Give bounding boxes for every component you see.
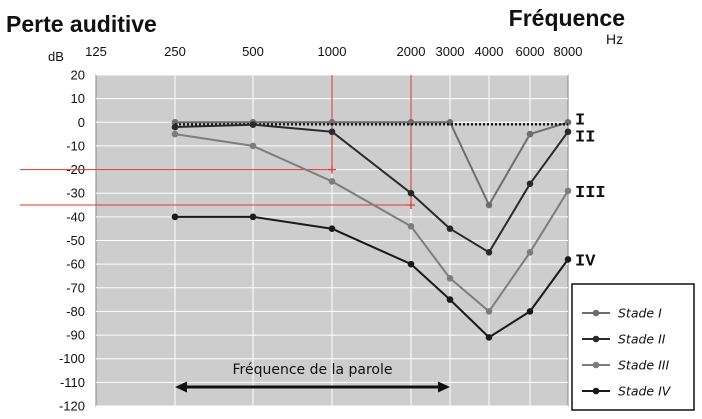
y-tick-label: 20 <box>71 68 85 83</box>
y-tick-label: 10 <box>71 91 85 106</box>
data-point <box>485 308 493 315</box>
y-tick-label: -120 <box>59 399 85 414</box>
x-axis-title: Fréquence <box>509 5 625 31</box>
y-tick-label: -50 <box>66 233 85 248</box>
y-tick-label: -100 <box>59 351 85 366</box>
legend-label: Stade IV <box>618 384 672 399</box>
data-point <box>526 249 534 256</box>
legend-label: Stade III <box>618 358 669 373</box>
arrow-head-right <box>438 381 450 393</box>
series-line <box>175 215 569 339</box>
data-point <box>171 123 179 131</box>
y-tick-label: -60 <box>66 257 85 272</box>
legend-marker <box>592 361 600 369</box>
x-axis-unit: Hz <box>606 31 623 47</box>
stage-roman-label: II <box>575 129 595 148</box>
data-point <box>564 128 572 136</box>
data-point <box>446 225 454 232</box>
data-point <box>249 142 257 150</box>
legend-marker <box>592 335 600 343</box>
data-point <box>249 121 257 128</box>
data-point <box>171 130 179 138</box>
data-point <box>446 296 454 303</box>
legend: Stade I Stade II Stade III Stade IV <box>571 283 695 411</box>
speech-frequency-annotation: Fréquence de la parole <box>175 362 450 393</box>
data-point <box>526 308 534 315</box>
series-line <box>175 121 569 206</box>
data-point <box>485 249 493 256</box>
data-point <box>526 130 534 138</box>
x-tick-label: 8000 <box>554 44 583 59</box>
data-point <box>564 187 572 195</box>
x-tick-label: 125 <box>85 44 107 59</box>
x-tick-label: 3000 <box>436 44 465 59</box>
data-point <box>328 178 336 185</box>
data-point <box>328 225 336 232</box>
x-tick-label: 250 <box>164 44 186 59</box>
data-point <box>485 334 493 341</box>
chart-title: Perte auditive <box>6 11 157 37</box>
legend-marker <box>592 387 600 395</box>
annotation-text: Fréquence de la parole <box>233 362 393 378</box>
stage-roman-label: III <box>575 184 606 203</box>
x-tick-label: 6000 <box>516 44 545 59</box>
y-tick-label: -10 <box>66 138 85 153</box>
x-tick-label: 500 <box>242 44 264 59</box>
y-tick-label: 0 <box>78 115 85 130</box>
stage-roman-label: I <box>575 111 585 130</box>
series-line <box>174 123 569 254</box>
x-tick-label: 1000 <box>318 44 347 59</box>
series-line <box>174 133 569 313</box>
stage-roman-label: IV <box>575 252 596 271</box>
y-tick-label: -80 <box>66 304 85 319</box>
legend-label: Stade II <box>618 332 666 347</box>
legend-marker <box>592 309 600 317</box>
legend-label: Stade I <box>618 306 662 321</box>
arrow-head-left <box>175 381 187 393</box>
data-point <box>328 118 336 126</box>
x-tick-label: 2000 <box>397 44 426 59</box>
data-point <box>526 180 534 188</box>
x-tick-labels: 125 250 500 1000 2000 3000 4000 6000 8000 <box>85 44 582 59</box>
y-tick-label: -30 <box>66 186 85 201</box>
data-point <box>249 213 257 221</box>
data-point <box>485 201 493 209</box>
y-tick-label: -70 <box>66 280 85 295</box>
series-lines <box>171 118 572 341</box>
y-tick-label: -40 <box>66 209 85 224</box>
legend-box <box>571 283 695 411</box>
data-point <box>564 256 572 263</box>
y-tick-label: -110 <box>60 375 85 390</box>
x-tick-label: 4000 <box>475 44 504 59</box>
data-point <box>328 128 336 136</box>
y-axis-unit: dB <box>48 49 64 64</box>
data-point <box>446 275 454 282</box>
data-point <box>407 189 415 197</box>
y-tick-labels: 20100-10-20-30-40-50-60-70-80-90-100-110… <box>59 68 85 414</box>
data-point <box>407 260 415 268</box>
data-point <box>171 213 179 221</box>
y-tick-label: -90 <box>66 328 85 343</box>
data-point <box>564 118 572 126</box>
data-point <box>407 223 415 230</box>
